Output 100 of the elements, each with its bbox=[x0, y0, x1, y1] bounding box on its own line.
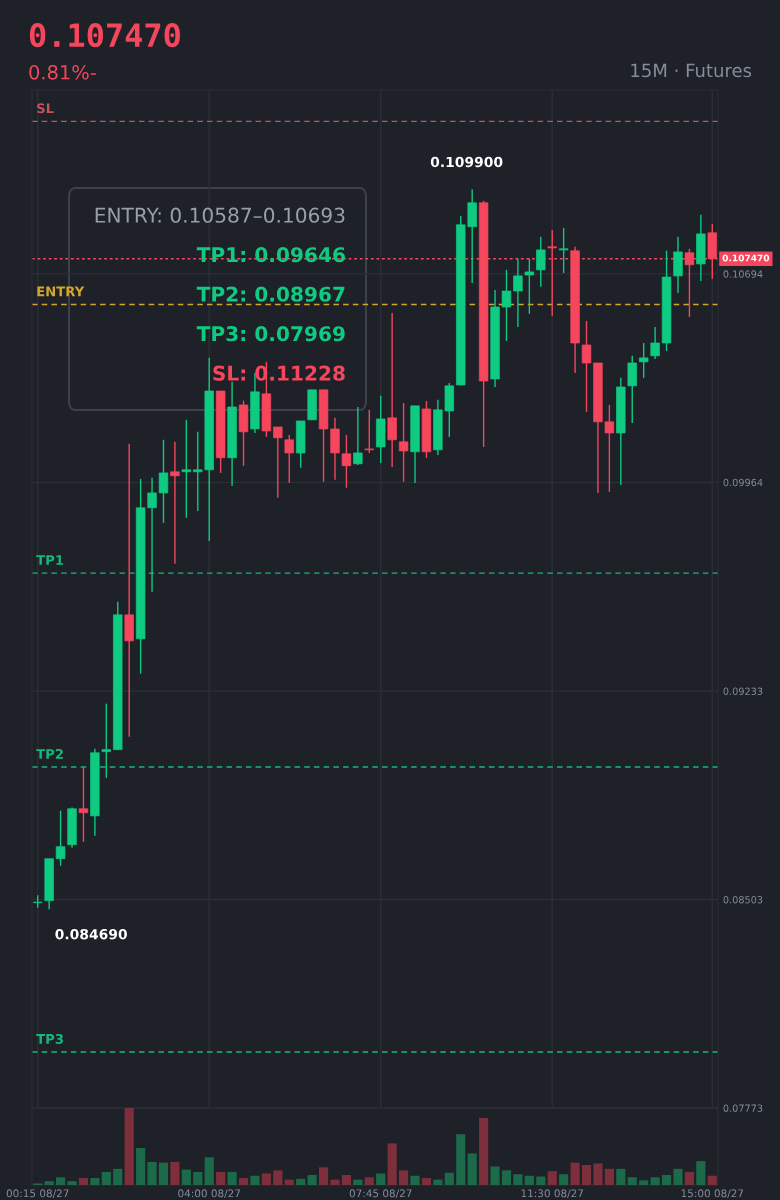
text: 15M · Futures bbox=[631, 63, 752, 78]
bar bbox=[136, 1148, 146, 1185]
bar bbox=[433, 1179, 443, 1185]
bar bbox=[513, 1174, 523, 1185]
bar bbox=[524, 1175, 534, 1185]
bar bbox=[341, 1174, 351, 1185]
annotation: TP1: 0.09646 bbox=[196, 247, 345, 263]
bar bbox=[158, 1162, 169, 1185]
bar bbox=[353, 1179, 363, 1185]
bar bbox=[296, 1178, 306, 1185]
bar bbox=[90, 1178, 100, 1185]
x-tick-label: 00:15 08/27 bbox=[6, 1189, 69, 1199]
ref-line-label: TP3 bbox=[36, 1033, 63, 1044]
bar bbox=[261, 1173, 271, 1185]
bar bbox=[627, 1177, 637, 1185]
bar bbox=[67, 1181, 77, 1185]
annotation: 0.084690 bbox=[55, 928, 127, 940]
bar bbox=[559, 1174, 569, 1185]
bar bbox=[467, 1153, 477, 1185]
bar bbox=[421, 1178, 432, 1185]
ref-line-label: TP2 bbox=[36, 748, 63, 759]
bar bbox=[536, 1176, 546, 1185]
bar bbox=[490, 1166, 500, 1185]
x-tick-label: 11:30 08/27 bbox=[521, 1189, 583, 1199]
candlestick bbox=[101, 702, 112, 779]
y-tick-label: 0.07773 bbox=[723, 1104, 763, 1112]
bar bbox=[593, 1163, 603, 1185]
bar bbox=[707, 1175, 717, 1185]
candlestick bbox=[536, 236, 546, 288]
ref-line-label: TP1 bbox=[36, 555, 64, 565]
bar bbox=[44, 1181, 54, 1185]
bar bbox=[364, 1177, 374, 1185]
candlestick bbox=[558, 227, 569, 274]
candlestick bbox=[364, 409, 374, 454]
candlestick bbox=[78, 766, 89, 843]
annotation: TP3: 0.07969 bbox=[196, 326, 345, 342]
bar bbox=[581, 1164, 592, 1185]
bar bbox=[616, 1168, 626, 1185]
bar bbox=[238, 1178, 249, 1185]
bar bbox=[570, 1162, 580, 1185]
annotation: TP2: 0.08967 bbox=[196, 286, 345, 302]
bar bbox=[696, 1161, 706, 1185]
bar bbox=[376, 1173, 386, 1185]
x-tick-label: 07:45 08/27 bbox=[349, 1189, 412, 1199]
bar bbox=[216, 1171, 226, 1185]
bar bbox=[147, 1161, 157, 1185]
bar bbox=[318, 1167, 329, 1185]
chart-title: 0.107470 bbox=[29, 23, 180, 48]
bar bbox=[273, 1170, 283, 1185]
candlestick bbox=[170, 441, 180, 565]
y-tick-label: 0.09964 bbox=[723, 478, 763, 487]
bar bbox=[101, 1171, 111, 1185]
bar bbox=[170, 1161, 180, 1185]
candlestick bbox=[55, 810, 66, 867]
bar bbox=[387, 1143, 397, 1185]
y-tick-label: 0.08503 bbox=[723, 896, 763, 904]
candlestick bbox=[284, 434, 294, 484]
candlestick bbox=[638, 342, 649, 379]
x-tick-label: 04:00 08/27 bbox=[178, 1189, 240, 1199]
bar bbox=[204, 1157, 214, 1185]
bar bbox=[501, 1170, 512, 1185]
candlestick bbox=[650, 326, 660, 360]
bar bbox=[399, 1170, 409, 1185]
bar bbox=[444, 1172, 454, 1185]
bar bbox=[547, 1171, 557, 1185]
bar bbox=[113, 1168, 123, 1185]
bar bbox=[181, 1169, 191, 1185]
candlestick bbox=[181, 419, 192, 519]
bar bbox=[479, 1118, 489, 1185]
candlestick bbox=[353, 406, 363, 466]
bar bbox=[410, 1175, 420, 1185]
bar bbox=[284, 1179, 294, 1185]
candlestick bbox=[124, 443, 134, 738]
candlestick bbox=[387, 312, 397, 468]
bar bbox=[193, 1171, 203, 1185]
bar bbox=[56, 1177, 66, 1185]
chart-subtitle: 0.81%- bbox=[29, 64, 96, 80]
bar bbox=[250, 1175, 260, 1185]
bar bbox=[307, 1174, 317, 1185]
candlestick bbox=[273, 426, 283, 499]
bar bbox=[684, 1171, 694, 1185]
bar bbox=[673, 1168, 683, 1185]
y-tick-label: 0.10694 bbox=[723, 270, 763, 278]
ref-line-label: SL bbox=[37, 103, 54, 114]
candlestick bbox=[627, 355, 637, 424]
bar bbox=[78, 1178, 89, 1185]
candlestick bbox=[398, 402, 409, 483]
bar bbox=[661, 1174, 672, 1185]
bar bbox=[604, 1168, 614, 1185]
ref-line-label: 0.107470 bbox=[722, 254, 770, 262]
bar bbox=[227, 1171, 237, 1185]
bar bbox=[650, 1177, 660, 1185]
y-tick-label: 0.09233 bbox=[723, 687, 763, 695]
x-tick-label: 15:00 08/27 bbox=[681, 1189, 744, 1199]
bar bbox=[639, 1180, 649, 1185]
bar bbox=[456, 1134, 466, 1185]
bar bbox=[124, 1108, 134, 1185]
annotation: ENTRY: 0.10587–0.10693 bbox=[95, 207, 345, 223]
bar bbox=[330, 1179, 340, 1185]
ref-line-label: ENTRY bbox=[37, 286, 85, 297]
